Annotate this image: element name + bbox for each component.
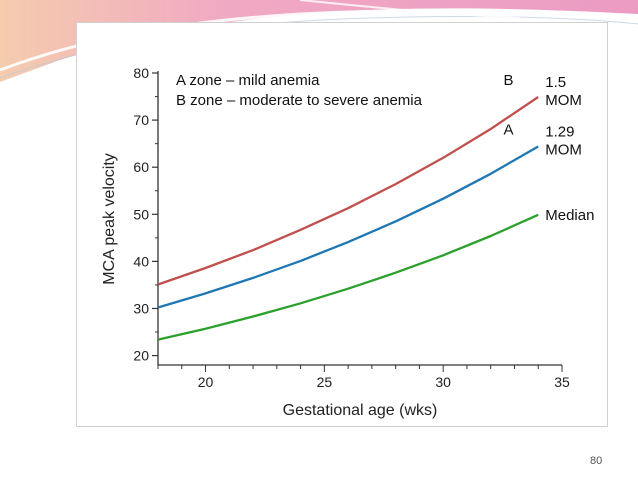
y-tick-label: 70 — [133, 112, 149, 128]
figure-panel: 20 30 40 50 60 70 80 20 25 30 35 Gestational age (w… — [76, 22, 608, 427]
series-label-1-line2: MOM — [545, 141, 582, 158]
x-axis-title: Gestational age (wks) — [283, 402, 438, 419]
zone-label-0: B — [503, 72, 513, 89]
series-lines — [157, 96, 539, 341]
series-label-0-line1: 1.5 — [545, 74, 566, 91]
series-line-1 — [157, 145, 539, 309]
series-label-2: Median — [545, 207, 594, 224]
series-line-0 — [157, 96, 539, 286]
page-number: 80 — [590, 455, 603, 467]
y-tick-label: 20 — [133, 348, 149, 364]
series-line-2 — [157, 213, 539, 341]
chart-labels: A zone – mild anemia B zone – moderate to… — [176, 72, 594, 224]
x-tick-label: 25 — [317, 374, 333, 390]
y-tick-label: 80 — [133, 65, 149, 81]
y-tick-label: 40 — [133, 253, 149, 269]
y-tick-label: 60 — [133, 159, 149, 175]
series-label-0-line2: MOM — [545, 92, 582, 109]
annotation-b-zone: B zone – moderate to severe anemia — [176, 92, 423, 109]
x-tick-label: 20 — [198, 374, 214, 390]
mca-velocity-chart: 20 30 40 50 60 70 80 20 25 30 35 Gestational age (w… — [101, 65, 594, 419]
y-tick-label: 30 — [133, 300, 149, 316]
chart-axes: 20 30 40 50 60 70 80 20 25 30 35 Gestational age (w… — [101, 65, 570, 419]
series-label-1-line1: 1.29 — [545, 123, 574, 140]
y-tick-label: 50 — [133, 206, 149, 222]
y-axis-title: MCA peak velocity — [101, 153, 118, 285]
zone-label-1: A — [503, 121, 513, 138]
annotation-a-zone: A zone – mild anemia — [176, 72, 320, 89]
x-tick-label: 35 — [554, 374, 570, 390]
x-tick-label: 30 — [435, 374, 451, 390]
